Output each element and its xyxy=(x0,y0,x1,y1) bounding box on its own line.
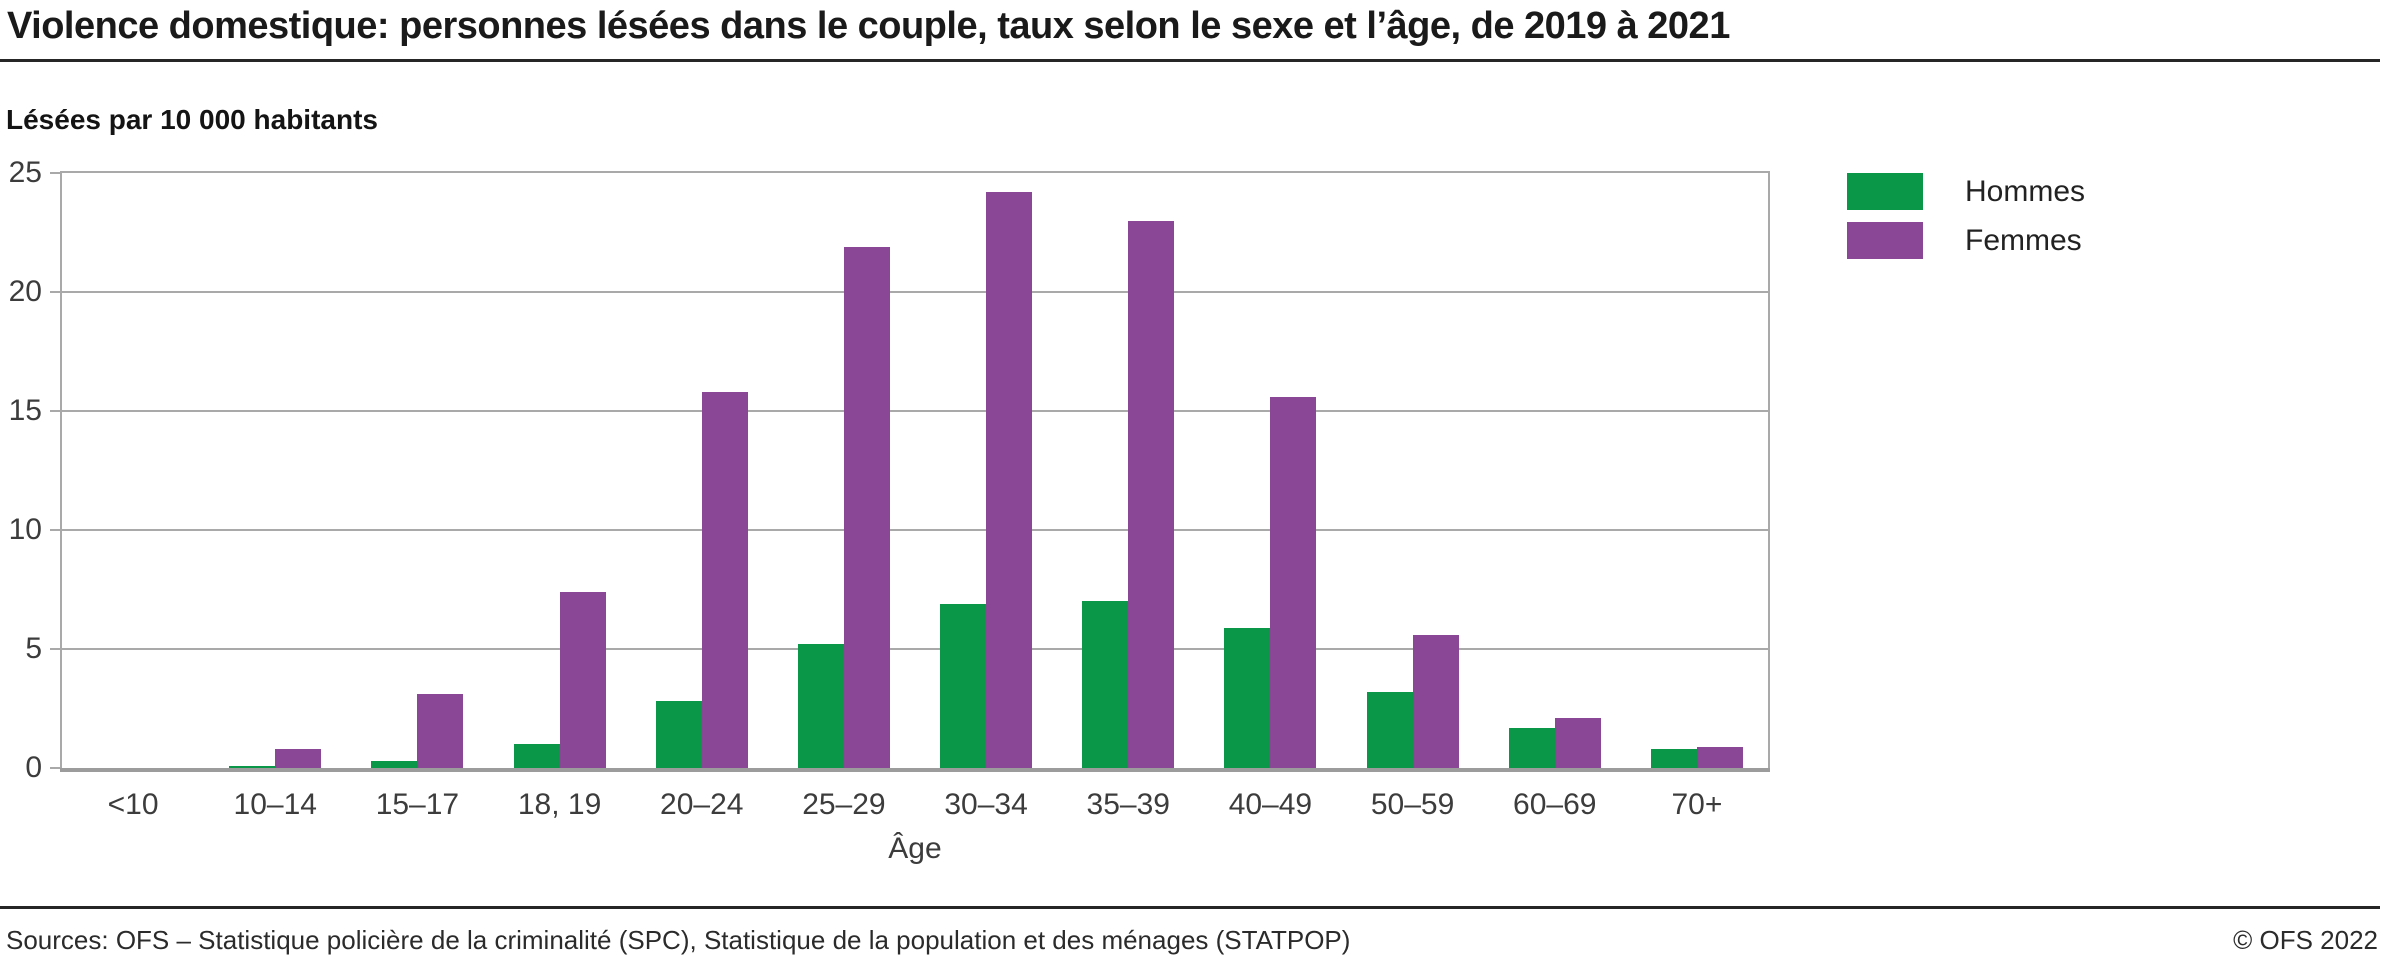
x-tick-label: 70+ xyxy=(1671,788,1723,821)
bar-femmes xyxy=(275,748,322,768)
gridline-10 xyxy=(62,529,1768,531)
legend-label: Hommes xyxy=(1965,174,2086,208)
title-divider xyxy=(0,59,2380,62)
y-tick-label: 25 xyxy=(8,156,42,189)
bar-group xyxy=(915,173,1057,768)
gridline-15 xyxy=(62,410,1768,412)
x-tick-label: 35–39 xyxy=(1086,788,1170,821)
bar-femmes xyxy=(1696,746,1743,768)
legend-item-femmes: Femmes xyxy=(1847,222,2082,259)
bar-group xyxy=(346,173,488,768)
bar-group xyxy=(62,173,204,768)
y-tick-mark xyxy=(50,529,62,531)
bar-hommes xyxy=(655,701,702,768)
plot-frame-left xyxy=(60,171,62,770)
x-tick-label: 25–29 xyxy=(802,788,886,821)
bar-group xyxy=(1199,173,1341,768)
bar-femmes xyxy=(843,246,890,768)
plot-area xyxy=(60,171,1770,772)
y-tick-mark xyxy=(50,410,62,412)
legend-label: Femmes xyxy=(1965,223,2082,257)
y-axis-unit-label: Lésées par 10 000 habitants xyxy=(6,104,378,135)
footer-divider xyxy=(0,906,2380,909)
bar-femmes xyxy=(1128,220,1175,768)
bar-hommes xyxy=(371,760,418,768)
bar-hommes xyxy=(513,744,560,768)
plot-frame-top xyxy=(60,171,1770,173)
bar-group xyxy=(1626,173,1768,768)
y-tick-mark xyxy=(50,172,62,174)
legend-swatch-femmes xyxy=(1847,222,1923,259)
y-tick-mark xyxy=(50,648,62,650)
bar-group xyxy=(1342,173,1484,768)
bar-femmes xyxy=(701,391,748,768)
y-tick-mark xyxy=(50,291,62,293)
bar-femmes xyxy=(417,694,464,768)
bar-femmes xyxy=(1554,718,1601,768)
bar-femmes xyxy=(1412,634,1459,768)
bar-femmes xyxy=(986,192,1033,768)
y-tick-label: 0 xyxy=(25,751,42,784)
x-tick-label: <10 xyxy=(107,788,159,821)
gridline-20 xyxy=(62,291,1768,293)
x-tick-label: 40–49 xyxy=(1228,788,1313,821)
legend-swatch-hommes xyxy=(1847,173,1923,210)
bar-group xyxy=(1484,173,1626,768)
bar-hommes xyxy=(1082,601,1129,768)
plot-frame-right xyxy=(1768,171,1770,770)
bar-group xyxy=(204,173,346,768)
x-tick-label: 20–24 xyxy=(660,788,744,821)
y-tick-mark xyxy=(50,767,62,769)
y-tick-label: 10 xyxy=(8,513,42,546)
y-tick-label: 15 xyxy=(8,394,42,427)
y-tick-label: 5 xyxy=(25,632,42,665)
bar-group xyxy=(1057,173,1199,768)
gridline-5 xyxy=(62,648,1768,650)
x-tick-label: 10–14 xyxy=(233,788,317,821)
bar-hommes xyxy=(1650,748,1697,768)
sources-text: Sources: OFS – Statistique policière de … xyxy=(6,925,1351,955)
bar-hommes xyxy=(229,765,276,768)
legend-item-hommes: Hommes xyxy=(1847,173,2085,210)
x-tick-label: 15–17 xyxy=(375,788,460,821)
bar-group xyxy=(773,173,915,768)
copyright-text: © OFS 2022 xyxy=(2233,925,2378,955)
bar-hommes xyxy=(1508,727,1555,768)
x-tick-label: 50–59 xyxy=(1370,788,1455,821)
bar-hommes xyxy=(797,644,844,768)
bar-hommes xyxy=(1224,627,1271,768)
bar-group xyxy=(489,173,631,768)
x-axis-line xyxy=(60,768,1770,772)
x-tick-label: 30–34 xyxy=(944,788,1028,821)
chart-title: Violence domestique: personnes lésées da… xyxy=(7,5,1730,47)
x-tick-label: 60–69 xyxy=(1513,788,1597,821)
bar-hommes xyxy=(940,603,987,768)
bar-femmes xyxy=(559,591,606,768)
y-tick-label: 20 xyxy=(8,275,42,308)
bar-group xyxy=(631,173,773,768)
x-tick-label: 18, 19 xyxy=(517,788,602,821)
bar-femmes xyxy=(1270,396,1317,768)
bar-hommes xyxy=(1366,691,1413,768)
x-axis-title: Âge xyxy=(888,832,942,865)
